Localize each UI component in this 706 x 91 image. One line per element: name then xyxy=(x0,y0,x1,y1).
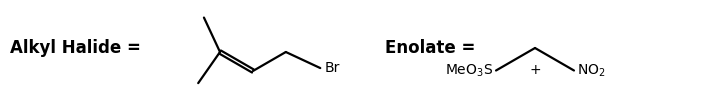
Text: MeO$_3$S: MeO$_3$S xyxy=(445,62,493,79)
Text: Alkyl Halide =: Alkyl Halide = xyxy=(10,39,141,57)
Text: Enolate =: Enolate = xyxy=(385,39,475,57)
Text: +: + xyxy=(530,63,541,77)
Text: Br: Br xyxy=(324,61,340,75)
Text: NO$_2$: NO$_2$ xyxy=(577,62,606,79)
